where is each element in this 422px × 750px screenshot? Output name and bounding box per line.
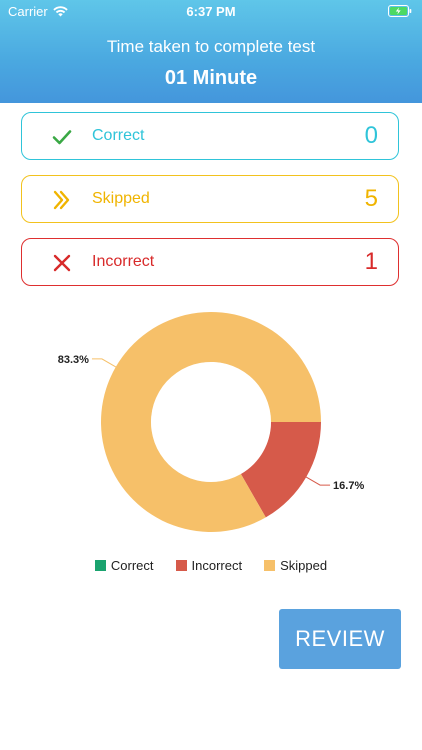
donut-label-incorrect: 16.7% [333, 480, 364, 492]
legend-item-incorrect: Incorrect [175, 558, 243, 573]
review-button[interactable]: REVIEW [279, 609, 401, 669]
legend-label-correct: Correct [110, 558, 154, 573]
correct-label: Correct [92, 127, 145, 144]
legend-label-incorrect: Incorrect [191, 558, 243, 573]
incorrect-label: Incorrect [92, 253, 155, 270]
x-icon [53, 254, 71, 272]
donut-inner-ring [151, 362, 271, 482]
legend-item-skipped: Skipped [264, 558, 327, 573]
donut-slice-skipped [100, 311, 322, 532]
donut-slice-incorrect [240, 422, 321, 518]
double-chevron-icon [53, 190, 70, 210]
time-taken-value: 01 Minute [164, 67, 258, 89]
donut-leader-incorrect [304, 475, 331, 486]
incorrect-result-card: Incorrect 1 [21, 238, 399, 286]
legend-swatch-incorrect [175, 560, 187, 571]
skipped-label: Skipped [92, 190, 150, 207]
battery-icon [388, 5, 412, 17]
results-donut-chart: 16.7% 83.3% [58, 311, 364, 532]
carrier-label: Carrier [8, 4, 48, 19]
donut-label-skipped: 83.3% [58, 354, 89, 366]
correct-count: 0 [364, 122, 378, 149]
clock: 6:37 PM [186, 4, 236, 19]
legend-label-skipped: Skipped [280, 558, 328, 573]
correct-result-card: Correct 0 [21, 112, 399, 160]
check-icon [52, 130, 72, 145]
legend-swatch-skipped [264, 560, 276, 571]
donut-hole [157, 368, 265, 476]
header: Carrier 6:37 PM Time taken to complete t… [0, 0, 422, 103]
skipped-count: 5 [364, 185, 378, 212]
status-bar: Carrier 6:37 PM [0, 0, 422, 22]
wifi-icon [53, 6, 68, 17]
incorrect-count: 1 [364, 248, 378, 275]
carrier-indicator: Carrier [8, 4, 68, 19]
legend-item-correct: Correct [94, 558, 154, 573]
header-subtitle: Time taken to complete test [106, 37, 316, 56]
donut-leader-skipped [91, 358, 118, 369]
legend-swatch-correct [94, 560, 106, 571]
chart-legend: Correct Incorrect Skipped [0, 558, 422, 573]
skipped-result-card: Skipped 5 [21, 175, 399, 223]
